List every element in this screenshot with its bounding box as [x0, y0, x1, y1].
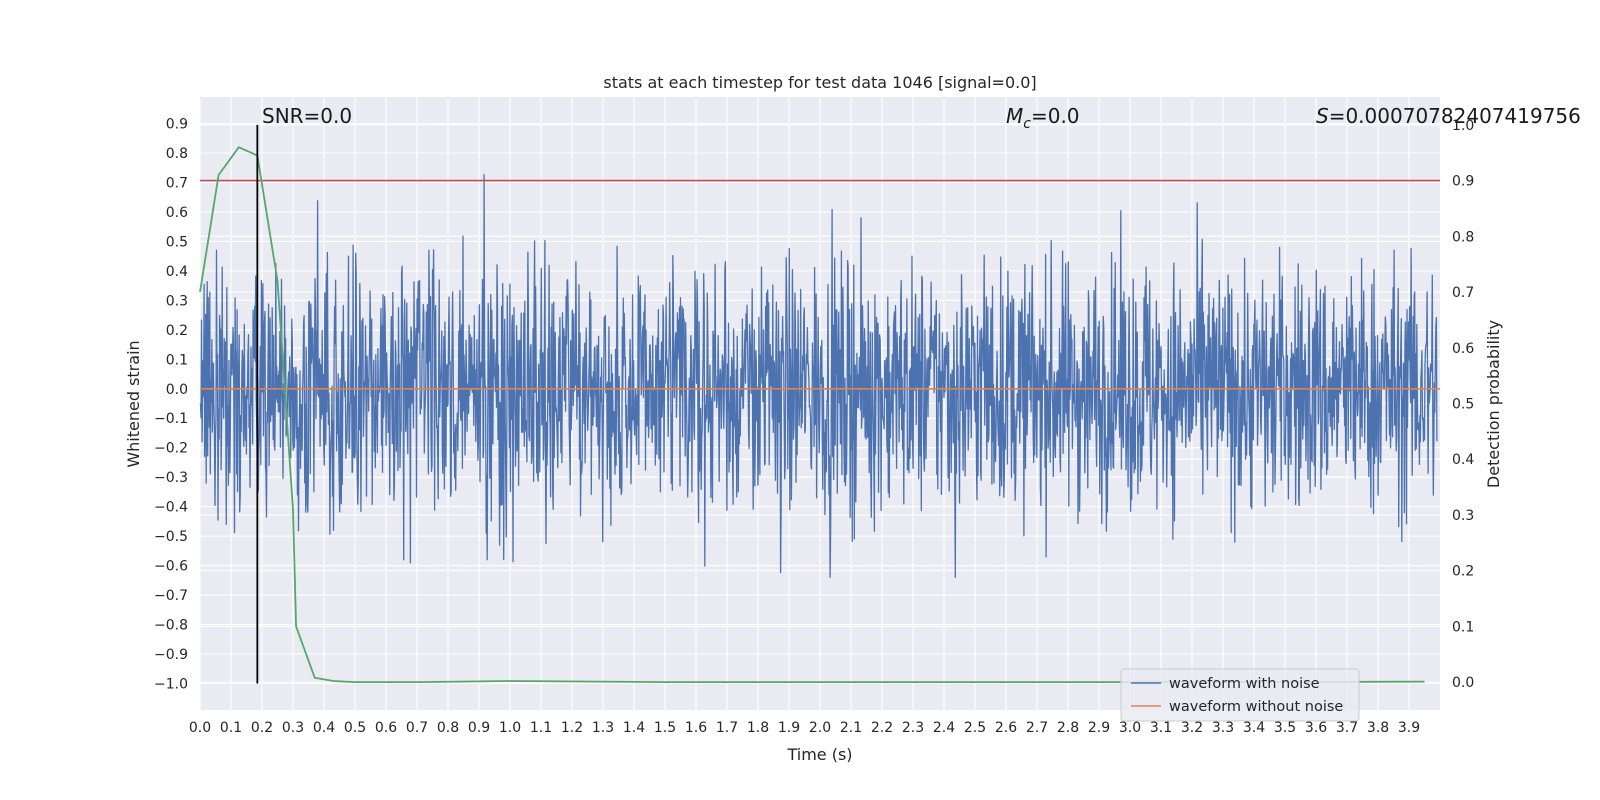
y-tick-label: −0.6 [154, 559, 188, 575]
x-tick-label: 0.0 [189, 720, 211, 736]
x-tick-label: 1.3 [592, 720, 614, 736]
y-axis-label: Whitened strain [124, 340, 143, 467]
x-tick-label: 0.9 [468, 720, 490, 736]
x-tick-label: 1.4 [623, 720, 645, 736]
y-tick-label: 0.7 [166, 175, 188, 191]
y-tick-label: 0.8 [166, 146, 188, 162]
x-tick-label: 1.0 [499, 720, 521, 736]
x-tick-label: 2.7 [1026, 720, 1048, 736]
legend: waveform with noise waveform without noi… [1120, 668, 1360, 722]
x-tick-label: 0.1 [220, 720, 242, 736]
x-tick-label: 3.2 [1181, 720, 1203, 736]
series-lines [199, 124, 1440, 684]
s-annotation: S=0.00070782407419756 [1316, 104, 1581, 128]
y-tick-label: −0.1 [154, 411, 188, 427]
x-tick-label: 0.8 [437, 720, 459, 736]
x-tick-label: 3.0 [1119, 720, 1141, 736]
x-tick-label: 2.3 [902, 720, 924, 736]
right-y-axis-ticks: 1.0 0.9 0.8 0.7 0.6 0.5 0.4 0.3 0.2 0.1 0.0 [1452, 118, 1474, 691]
y-axis-ticks: 0.9 0.8 0.7 0.6 0.5 0.4 0.3 0.2 0.1 0.0 −0.1 −0.2 −0… [154, 117, 188, 693]
x-tick-label: 2.9 [1088, 720, 1110, 736]
x-tick-label: 3.9 [1398, 720, 1420, 736]
x-tick-label: 1.2 [561, 720, 583, 736]
x-tick-label: 3.5 [1274, 720, 1296, 736]
mc-symbol: M [1006, 104, 1023, 128]
y-tick-label: −0.2 [154, 441, 188, 457]
y-tick-label: 0.6 [166, 205, 188, 221]
right-y-tick-label: 0.8 [1452, 229, 1474, 245]
x-tick-label: 1.5 [654, 720, 676, 736]
detection-probability-line [199, 146, 1425, 683]
x-tick-label: 3.1 [1150, 720, 1172, 736]
mc-value: =0.0 [1031, 104, 1080, 128]
mc-annotation: Mc=0.0 [1006, 104, 1080, 132]
x-tick-label: 0.3 [282, 720, 304, 736]
y-tick-label: 0.2 [166, 323, 188, 339]
x-tick-label: 3.3 [1212, 720, 1234, 736]
right-y-axis-label: Detection probability [1484, 320, 1503, 488]
y-tick-label: −1.0 [154, 676, 188, 692]
x-tick-label: 2.5 [964, 720, 986, 736]
x-tick-label: 3.7 [1336, 720, 1358, 736]
x-tick-label: 2.6 [995, 720, 1017, 736]
right-y-tick-label: 1.0 [1452, 118, 1474, 134]
x-axis-label: Time (s) [786, 745, 852, 764]
y-tick-label: 0.0 [166, 382, 188, 398]
right-y-tick-label: 0.9 [1452, 174, 1474, 190]
legend-label-clean: waveform without noise [1169, 699, 1343, 715]
x-tick-label: 3.6 [1305, 720, 1327, 736]
right-y-tick-label: 0.1 [1452, 619, 1474, 635]
x-tick-label: 1.8 [747, 720, 769, 736]
s-symbol: S [1316, 104, 1329, 128]
x-tick-label: 2.8 [1057, 720, 1079, 736]
x-tick-label: 1.9 [778, 720, 800, 736]
x-tick-label: 2.2 [871, 720, 893, 736]
y-tick-label: −0.8 [154, 618, 188, 634]
y-tick-label: 0.3 [166, 293, 188, 309]
snr-annotation: SNR=0.0 [262, 104, 352, 128]
x-tick-label: 1.1 [530, 720, 552, 736]
x-tick-label: 2.0 [809, 720, 831, 736]
y-tick-label: −0.3 [154, 470, 188, 486]
y-tick-label: −0.9 [154, 647, 188, 663]
x-tick-label: 3.4 [1243, 720, 1265, 736]
x-tick-label: 1.6 [685, 720, 707, 736]
y-tick-label: 0.4 [166, 264, 188, 280]
x-tick-label: 0.7 [406, 720, 428, 736]
x-tick-label: 2.4 [933, 720, 955, 736]
y-tick-label: 0.1 [166, 352, 188, 368]
x-tick-label: 3.8 [1367, 720, 1389, 736]
right-y-tick-label: 0.5 [1452, 397, 1474, 413]
legend-box [1120, 668, 1360, 722]
right-y-tick-label: 0.6 [1452, 341, 1474, 357]
right-y-tick-label: 0.2 [1452, 564, 1474, 580]
x-tick-label: 0.2 [251, 720, 273, 736]
right-y-tick-label: 0.0 [1452, 675, 1474, 691]
x-tick-label: 0.4 [313, 720, 335, 736]
y-tick-label: −0.4 [154, 500, 188, 516]
x-tick-label: 2.1 [840, 720, 862, 736]
right-y-tick-label: 0.7 [1452, 285, 1474, 301]
right-y-tick-label: 0.3 [1452, 508, 1474, 524]
x-tick-label: 0.6 [375, 720, 397, 736]
legend-label-noise: waveform with noise [1169, 676, 1320, 692]
y-tick-label: −0.5 [154, 529, 188, 545]
y-tick-label: −0.7 [154, 588, 188, 604]
y-tick-label: 0.9 [166, 117, 188, 133]
x-axis-ticks: 0.0 0.1 0.2 0.3 0.4 0.5 0.6 0.7 0.8 0.9 1.0 1.1 1.2 1… [189, 720, 1420, 736]
s-value: =0.00070782407419756 [1329, 104, 1581, 128]
y-tick-label: 0.5 [166, 234, 188, 250]
mc-subscript: c [1023, 116, 1031, 132]
right-y-tick-label: 0.4 [1452, 452, 1474, 468]
x-tick-label: 1.7 [716, 720, 738, 736]
chart-title: stats at each timestep for test data 104… [603, 73, 1036, 92]
x-tick-label: 0.5 [344, 720, 366, 736]
